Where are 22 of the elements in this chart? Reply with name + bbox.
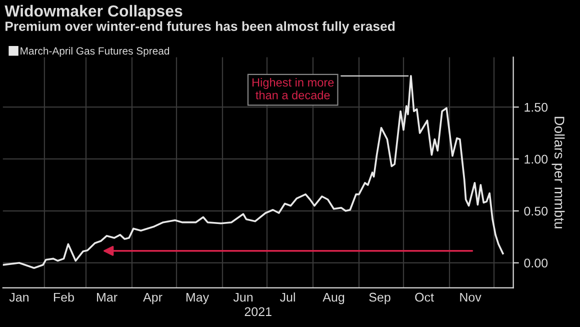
x-axis-title: 2021: [244, 307, 272, 316]
y-tick-label: 1.00: [524, 154, 548, 164]
chart-subtitle: Premium over winter-end futures has been almost fully erased: [6, 21, 395, 34]
x-tick-label: Jan: [9, 292, 28, 302]
y-tick-label: 0.00: [524, 258, 548, 268]
x-tick-label: Sep: [369, 292, 390, 304]
x-tick-label: Aug: [322, 292, 344, 304]
y-axis-title: Dollars per mmbtu: [552, 116, 565, 228]
x-tick-label: Apr: [143, 292, 162, 304]
y-tick-label: 0.50: [524, 206, 548, 216]
y-tick-label: 1.50: [524, 102, 548, 112]
x-tick-label: Oct: [415, 292, 434, 302]
annotation: Highest in more than a decade: [252, 78, 334, 100]
line-series: [2, 75, 504, 269]
x-tick-label: Mar: [97, 292, 118, 302]
x-tick-label: Feb: [54, 292, 74, 302]
x-tick-label: May: [186, 292, 210, 304]
legend-label: March-April Gas Futures Spread: [20, 46, 170, 57]
x-tick-label: Jul: [280, 292, 295, 302]
x-tick-label: Nov: [460, 292, 482, 302]
chart-title: Widowmaker Collapses: [4, 4, 182, 20]
x-tick-label: Jun: [233, 292, 253, 302]
